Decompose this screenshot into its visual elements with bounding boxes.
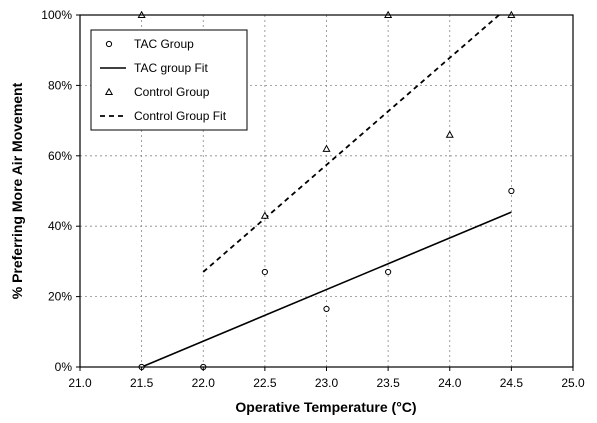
- x-tick-label: 23.5: [376, 376, 400, 390]
- legend-triangle-marker: [104, 87, 114, 96]
- x-tick-label: 23.0: [315, 376, 339, 390]
- y-tick-label: 40%: [48, 219, 72, 233]
- x-tick-label: 24.0: [438, 376, 462, 390]
- legend-label: Control Group: [134, 85, 210, 99]
- x-tick-label: 21.0: [68, 376, 92, 390]
- y-axis-ticks: 0% 20% 40% 60% 80% 100%: [41, 8, 80, 374]
- legend-circle-marker: [105, 40, 113, 48]
- control-fit-line: [202, 14, 500, 273]
- tac-data-point: [323, 305, 330, 313]
- x-tick-label: 22.0: [192, 376, 216, 390]
- y-axis-title: % Preferring More Air Movement: [9, 82, 25, 299]
- control-data-point: [260, 211, 269, 219]
- x-tick-label: 24.5: [500, 376, 524, 390]
- x-tick-label: 21.5: [130, 376, 154, 390]
- y-tick-label: 80%: [48, 78, 72, 92]
- x-axis-ticks: 21.0 21.5 22.0 22.5 23.0 23.5 24.0 24.5 25.0: [68, 367, 585, 390]
- tac-data-point: [261, 268, 268, 276]
- control-data-point: [445, 130, 454, 138]
- x-tick-label: 25.0: [561, 376, 585, 390]
- legend-label: TAC group Fit: [134, 61, 208, 75]
- x-tick-label: 22.5: [253, 376, 277, 390]
- tac-data-point: [385, 268, 392, 276]
- y-tick-label: 100%: [41, 8, 72, 22]
- tac-fit-line: [141, 211, 512, 368]
- x-axis-title: Operative Temperature (°C): [235, 399, 416, 415]
- legend: TAC Group TAC group Fit Control Group Contr…: [90, 29, 248, 131]
- legend-label: Control Group Fit: [134, 109, 227, 123]
- legend-label: TAC Group: [134, 37, 194, 51]
- y-tick-label: 60%: [48, 149, 72, 163]
- legend-box: [90, 29, 248, 131]
- y-tick-label: 0%: [55, 360, 73, 374]
- y-tick-label: 20%: [48, 290, 72, 304]
- control-data-point: [322, 144, 331, 152]
- tac-data-point: [508, 187, 515, 195]
